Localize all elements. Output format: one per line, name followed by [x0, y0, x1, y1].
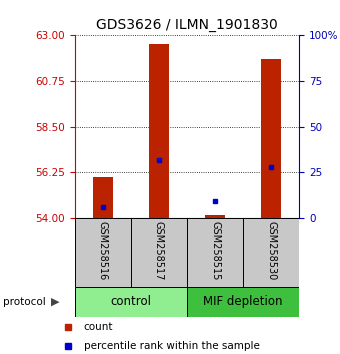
Bar [75, 287, 187, 317]
Bar [93, 177, 113, 218]
Bar [243, 218, 299, 287]
Bar [149, 44, 169, 218]
Bar [187, 218, 243, 287]
Text: GSM258515: GSM258515 [210, 221, 220, 280]
Text: percentile rank within the sample: percentile rank within the sample [84, 341, 259, 351]
Text: count: count [84, 322, 113, 332]
Text: MIF depletion: MIF depletion [203, 295, 283, 308]
Bar [75, 218, 131, 287]
Text: GSM258530: GSM258530 [266, 221, 276, 280]
Bar [261, 59, 281, 218]
Bar [205, 215, 225, 218]
Text: GSM258516: GSM258516 [98, 221, 108, 280]
Text: GSM258517: GSM258517 [154, 221, 164, 280]
Title: GDS3626 / ILMN_1901830: GDS3626 / ILMN_1901830 [96, 18, 278, 32]
Text: ▶: ▶ [51, 297, 60, 307]
Text: control: control [110, 295, 151, 308]
Bar [187, 287, 299, 317]
Text: protocol: protocol [3, 297, 46, 307]
Bar [131, 218, 187, 287]
